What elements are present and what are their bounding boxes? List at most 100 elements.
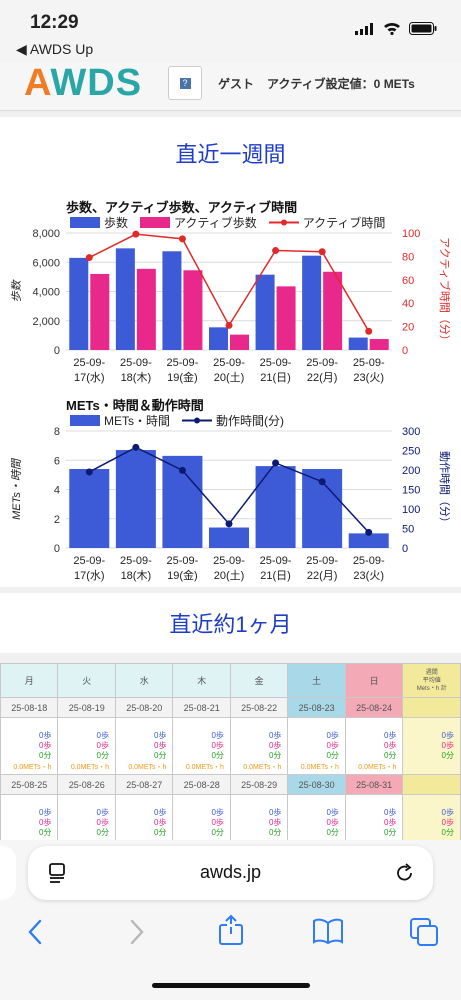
- stat-steps: 0歩: [154, 731, 167, 740]
- signal-icon: [355, 22, 373, 35]
- legend-steps-swatch: [70, 217, 100, 228]
- calendar-date[interactable]: 25-08-24: [344, 697, 404, 718]
- calendar-date[interactable]: 25-08-20: [114, 697, 174, 718]
- calendar-date[interactable]: 25-08-30: [287, 774, 346, 795]
- stat-steps: 0歩: [383, 808, 397, 817]
- stat-steps: 0歩: [441, 808, 454, 817]
- x-tick-label-line1: 25-09-: [73, 357, 105, 369]
- stat-mets: 0.0METs・h: [70, 764, 109, 771]
- x-tick-label-line2: 18(木): [121, 569, 152, 582]
- bar-secondary: [90, 273, 110, 350]
- line-point: [85, 468, 93, 476]
- legend-motion-time-swatch: [182, 417, 213, 424]
- x-tick-label-line2: 23(火): [353, 570, 384, 582]
- stat-active-steps: 0歩: [383, 818, 397, 827]
- back-to-app-link[interactable]: ◀ AWDS Up: [16, 41, 94, 57]
- x-tick-label-line2: 21(日): [260, 570, 291, 582]
- line-point: [225, 321, 233, 329]
- stat-steps: 0歩: [96, 808, 109, 817]
- bar-secondary: [323, 271, 343, 350]
- bar-primary: [69, 469, 110, 548]
- x-tick-label-line1: 25-09-: [260, 555, 292, 567]
- calendar-date[interactable]: 25-08-27: [114, 774, 174, 795]
- line-point: [318, 478, 326, 486]
- y-tick-label: 6,000: [32, 257, 60, 269]
- y-tick-label: 6: [54, 455, 60, 467]
- stat-steps: 0歩: [211, 731, 224, 740]
- reload-icon[interactable]: [395, 863, 415, 883]
- line-point: [132, 443, 140, 451]
- calendar-date[interactable]: 25-08-19: [57, 697, 116, 718]
- y-tick-label: 2,000: [32, 316, 60, 328]
- calendar-date[interactable]: 25-08-28: [172, 774, 231, 795]
- y-tick-label: 8,000: [32, 228, 60, 240]
- legend-motion-time: 動作時間(分): [216, 414, 285, 428]
- stat-active-steps: 0歩: [268, 741, 282, 750]
- status-bar: 12:29 ◀ AWDS Up: [0, 0, 461, 62]
- tabs-icon[interactable]: [410, 918, 440, 946]
- calendar-weekly-stats: 0歩 0歩 0分: [402, 717, 461, 775]
- bar-secondary: [230, 334, 249, 350]
- stat-minutes: 0分: [268, 828, 282, 837]
- stat-mets: 0.0METs・h: [358, 764, 397, 771]
- calendar-date[interactable]: 25-08-21: [172, 697, 231, 718]
- calendar-date[interactable]: 25-08-26: [57, 774, 116, 795]
- help-icon: ?: [179, 77, 191, 89]
- y-tick-label: 4: [54, 485, 60, 497]
- bar-primary: [209, 527, 249, 548]
- y-tick-label: 8: [54, 426, 60, 438]
- bookmarks-icon[interactable]: [312, 918, 344, 944]
- help-button[interactable]: ?: [168, 66, 202, 100]
- calendar-date[interactable]: 25-08-18: [0, 697, 59, 718]
- bar-primary: [348, 337, 368, 350]
- address-bar[interactable]: awds.jp: [28, 846, 433, 900]
- x-tick-label-line1: 25-09-: [167, 357, 199, 369]
- stat-mets: 0.0METs・h: [128, 764, 167, 771]
- site-header: AWDS ? ゲスト アクティブ設定値：0 METs: [0, 62, 461, 111]
- calendar-day-header: 金: [229, 663, 289, 698]
- line-point: [365, 327, 373, 335]
- y-tick-label: 0: [54, 345, 60, 357]
- x-tick-label-line2: 23(火): [353, 372, 384, 384]
- awds-logo[interactable]: AWDS: [24, 62, 143, 104]
- bar-primary: [69, 257, 89, 350]
- stat-active-steps: 0歩: [441, 741, 454, 750]
- share-icon[interactable]: [218, 914, 244, 946]
- calendar-day-header: 土: [287, 663, 346, 698]
- legend-active-steps-swatch: [140, 217, 171, 228]
- calendar-date[interactable]: 25-08-31: [344, 774, 404, 795]
- x-tick-label-line1: 25-09-: [260, 357, 292, 369]
- y2-tick-label: 150: [402, 485, 420, 497]
- calendar-date[interactable]: 25-08-22: [229, 697, 289, 718]
- bar-primary: [162, 251, 182, 350]
- legend-mets: METs・時間: [104, 414, 171, 428]
- legend-steps: 歩数: [104, 216, 129, 230]
- calendar-date: [402, 697, 461, 718]
- previous-tab-peek[interactable]: [0, 846, 16, 900]
- calendar-date[interactable]: 25-08-23: [287, 697, 346, 718]
- back-icon[interactable]: [26, 918, 46, 946]
- bar-secondary: [136, 268, 156, 350]
- reader-icon[interactable]: [48, 863, 68, 883]
- legend-active-time-swatch: [268, 219, 299, 226]
- stat-minutes: 0分: [441, 751, 454, 760]
- calendar-date: [402, 774, 461, 795]
- calendar-date[interactable]: 25-08-29: [229, 774, 289, 795]
- week-section-title: 直近一週間: [175, 142, 286, 167]
- bar-primary: [255, 466, 296, 548]
- y2-tick-label: 40: [402, 298, 414, 310]
- line-point: [85, 254, 93, 262]
- url-text[interactable]: awds.jp: [199, 862, 262, 882]
- x-tick-label-line2: 22(月): [307, 372, 338, 384]
- forward-icon[interactable]: [126, 918, 146, 946]
- calendar-day-header: 月: [0, 663, 59, 698]
- y2-tick-label: 250: [402, 446, 420, 458]
- calendar-date[interactable]: 25-08-25: [0, 774, 59, 795]
